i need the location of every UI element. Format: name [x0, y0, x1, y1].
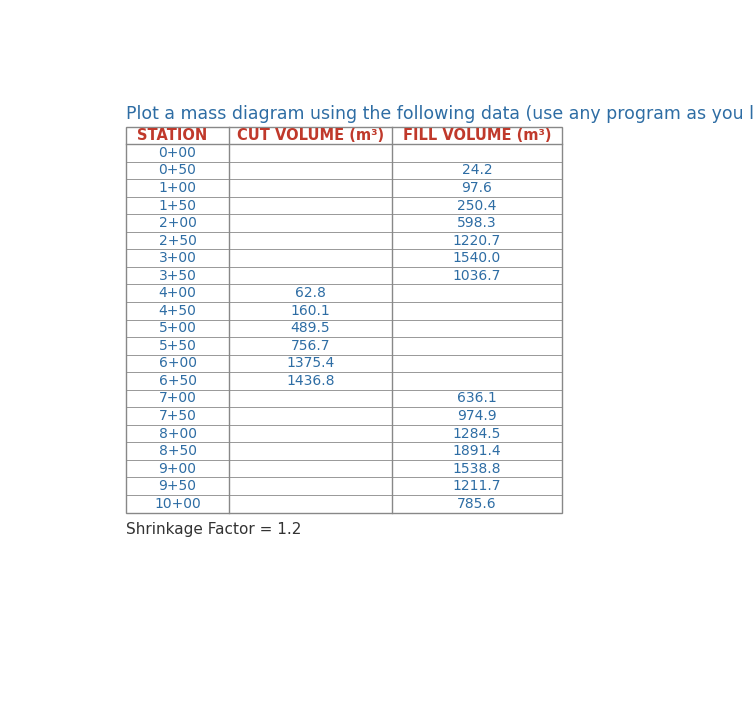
Text: 1436.8: 1436.8 [287, 374, 335, 388]
Text: 2+00: 2+00 [158, 216, 197, 230]
Text: 974.9: 974.9 [457, 409, 497, 423]
Text: 250.4: 250.4 [458, 199, 497, 212]
Text: 8+50: 8+50 [158, 444, 197, 458]
Bar [127, 127, 562, 513]
Text: 6+50: 6+50 [158, 374, 197, 388]
Text: 2+50: 2+50 [158, 234, 197, 248]
Text: 3+00: 3+00 [158, 251, 197, 265]
Text: 489.5: 489.5 [290, 321, 330, 335]
Text: 1538.8: 1538.8 [452, 461, 501, 476]
Text: STATION: STATION [137, 128, 207, 143]
Text: 160.1: 160.1 [290, 304, 330, 318]
Text: 1220.7: 1220.7 [453, 234, 501, 248]
Text: 785.6: 785.6 [457, 497, 497, 511]
Text: 0+50: 0+50 [158, 164, 197, 177]
Text: 10+00: 10+00 [154, 497, 201, 511]
Text: 24.2: 24.2 [461, 164, 492, 177]
Text: 5+00: 5+00 [158, 321, 197, 335]
Text: FILL VOLUME (m³): FILL VOLUME (m³) [403, 128, 551, 143]
Text: 1+00: 1+00 [158, 181, 197, 195]
Text: 9+50: 9+50 [158, 479, 197, 493]
Text: 4+00: 4+00 [158, 286, 197, 300]
Text: 7+50: 7+50 [158, 409, 197, 423]
Text: 1+50: 1+50 [158, 199, 197, 212]
Text: 3+50: 3+50 [158, 268, 197, 283]
Text: Shrinkage Factor = 1.2: Shrinkage Factor = 1.2 [127, 523, 302, 538]
Text: 1540.0: 1540.0 [453, 251, 501, 265]
Text: 4+50: 4+50 [158, 304, 197, 318]
Text: 1891.4: 1891.4 [452, 444, 501, 458]
Text: 1375.4: 1375.4 [287, 357, 335, 370]
Text: CUT VOLUME (m³): CUT VOLUME (m³) [237, 128, 384, 143]
Text: 598.3: 598.3 [457, 216, 497, 230]
Text: 8+00: 8+00 [158, 426, 197, 441]
Text: 756.7: 756.7 [291, 339, 330, 353]
Text: 636.1: 636.1 [457, 392, 497, 406]
Text: 7+00: 7+00 [158, 392, 197, 406]
Text: Plot a mass diagram using the following data (use any program as you like):: Plot a mass diagram using the following … [127, 105, 754, 122]
Text: 1036.7: 1036.7 [453, 268, 501, 283]
Text: 1284.5: 1284.5 [453, 426, 501, 441]
Text: 1211.7: 1211.7 [452, 479, 501, 493]
Text: 6+00: 6+00 [158, 357, 197, 370]
Text: 5+50: 5+50 [158, 339, 197, 353]
Text: 97.6: 97.6 [461, 181, 492, 195]
Text: 9+00: 9+00 [158, 461, 197, 476]
Text: 62.8: 62.8 [295, 286, 326, 300]
Text: 0+00: 0+00 [158, 146, 197, 160]
